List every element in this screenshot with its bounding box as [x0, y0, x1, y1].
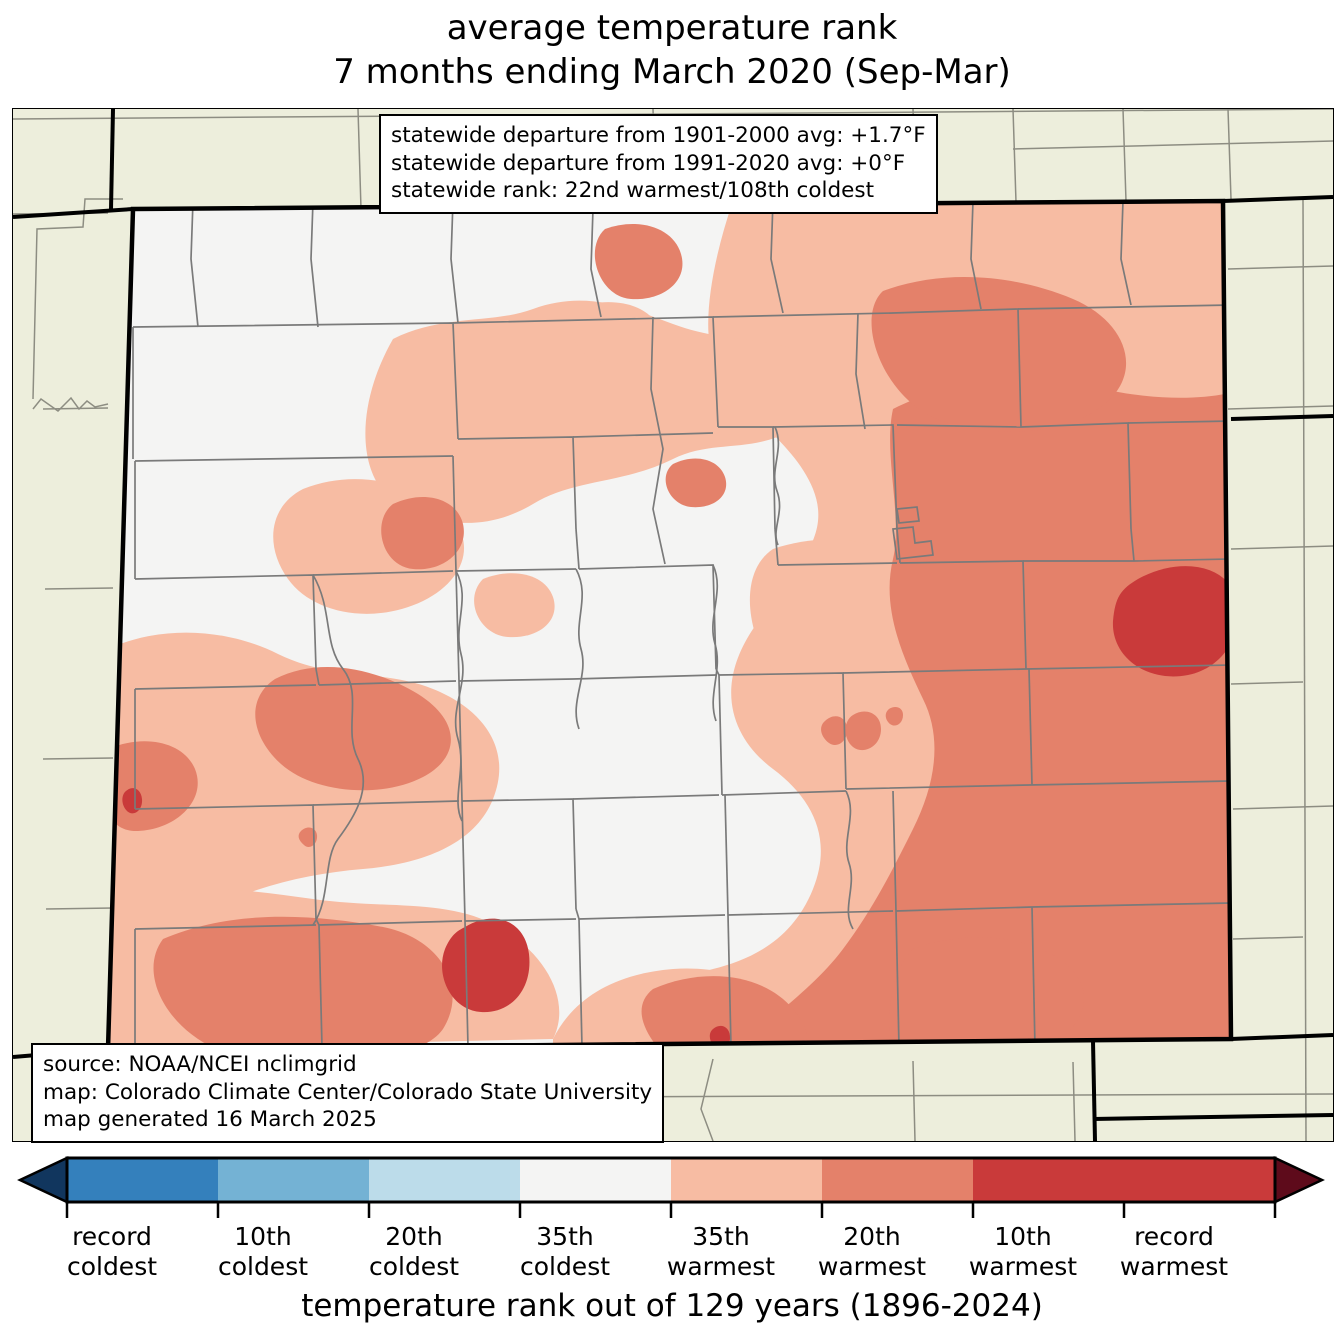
stats-line-3: statewide rank: 22nd warmest/108th colde…	[391, 178, 875, 203]
colorbar-seg-20th-warmest	[822, 1158, 973, 1202]
statewide-stats-box: statewide departure from 1901-2000 avg: …	[379, 114, 938, 214]
colorbar-label-0-top: record	[72, 1222, 152, 1251]
county-boundaries	[132, 201, 1231, 1048]
colorbar-seg-20th-coldest	[218, 1158, 369, 1202]
colorbar-label-7: record warmest	[1074, 1222, 1274, 1282]
colorbar-label-0: record coldest	[17, 1222, 207, 1282]
colorbar-seg-35th-coldest	[369, 1158, 520, 1202]
colorbar-label-1-top: 10th	[234, 1222, 292, 1251]
title-line-1: average temperature rank	[446, 8, 898, 48]
colorbar-label-7-bottom: warmest	[1119, 1252, 1229, 1281]
colorbar-legend: record coldest 10th coldest 20th coldest…	[0, 1150, 1344, 1340]
colorbar-label-2-bottom: coldest	[368, 1252, 460, 1281]
map-figure	[12, 108, 1334, 1142]
colorbar-label-4-bottom: warmest	[666, 1252, 776, 1281]
colorbar-caption: temperature rank out of 129 years (1896-…	[301, 1288, 1043, 1324]
colorbar-seg-near-normal	[520, 1158, 671, 1202]
colorbar-label-3-top: 35th	[536, 1222, 594, 1251]
source-credit-box: source: NOAA/NCEI nclimgrid map: Colorad…	[31, 1043, 665, 1143]
colorbar-label-5-top: 20th	[843, 1222, 901, 1251]
source-line-2: map: Colorado Climate Center/Colorado St…	[43, 1079, 653, 1105]
colorbar-label-1-bottom: coldest	[217, 1252, 309, 1281]
colorbar-label-4: 35th warmest	[621, 1222, 821, 1282]
colorbar-seg-10th-coldest	[67, 1158, 218, 1202]
region-20th-warmest	[108, 223, 1231, 1049]
colorbar-label-6-top: 10th	[994, 1222, 1052, 1251]
stats-line-1: statewide departure from 1901-2000 avg: …	[391, 123, 926, 148]
region-10th-warmest	[122, 566, 1231, 1049]
colorbar-label-4-top: 35th	[692, 1222, 750, 1251]
colorbar-swatches	[17, 1156, 1325, 1218]
colorbar-label-2-top: 20th	[385, 1222, 443, 1251]
colorbar-label-6-bottom: warmest	[968, 1252, 1078, 1281]
colorbar-seg-record-warmest	[1273, 1156, 1325, 1204]
colorbar-seg-10th-warmest-b	[1124, 1158, 1275, 1202]
stats-line-2: statewide departure from 1991-2020 avg: …	[391, 150, 906, 176]
colorbar-label-2: 20th coldest	[319, 1222, 509, 1282]
page-title: average temperature rank 7 months ending…	[0, 6, 1344, 94]
source-line-3: map generated 16 March 2025	[43, 1107, 377, 1132]
colorbar-seg-record-coldest	[17, 1156, 69, 1204]
colorbar-ticks	[65, 1202, 1277, 1218]
colorbar-label-5: 20th warmest	[772, 1222, 972, 1282]
colorbar-label-7-top: record	[1134, 1222, 1214, 1251]
colorbar-label-5-bottom: warmest	[817, 1252, 927, 1281]
colorbar-label-3: 35th coldest	[470, 1222, 660, 1282]
colorbar-seg-35th-warmest	[671, 1158, 822, 1202]
colorbar-label-0-bottom: coldest	[66, 1252, 158, 1281]
colorbar-label-6: 10th warmest	[923, 1222, 1123, 1282]
colorbar-label-1: 10th coldest	[168, 1222, 358, 1282]
colorbar-seg-10th-warmest	[973, 1158, 1124, 1202]
state-surface	[108, 201, 1231, 1049]
title-line-2: 7 months ending March 2020 (Sep-Mar)	[333, 52, 1011, 92]
colorado-temperature-rank-map	[13, 109, 1333, 1141]
source-line-1: source: NOAA/NCEI nclimgrid	[43, 1052, 357, 1077]
colorbar-label-3-bottom: coldest	[519, 1252, 611, 1281]
